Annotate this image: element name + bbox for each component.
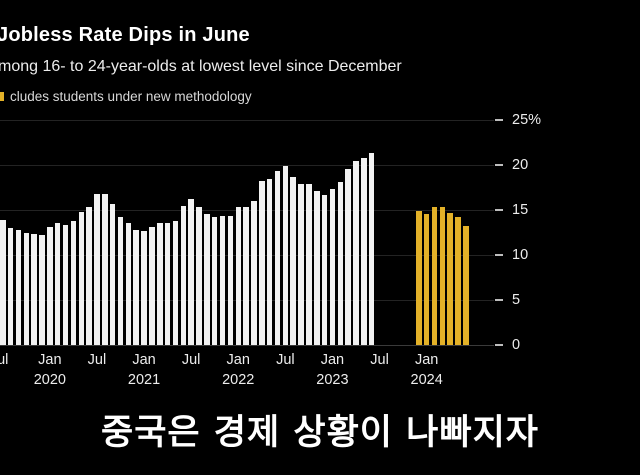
y-axis-label: 5 [512, 292, 521, 308]
gridline [0, 165, 494, 166]
korean-caption: 중국은 경제 상황이 나빠지자 [101, 413, 539, 453]
bar-jobless-rate-old-methodology [259, 181, 265, 345]
x-axis-label: Jan [414, 352, 439, 368]
bar-jobless-rate-old-methodology [251, 201, 257, 345]
x-axis-year-label: 2020 [33, 372, 66, 388]
bar-jobless-rate-old-methodology [314, 191, 320, 345]
bar-jobless-rate-new-methodology-excluding-students [463, 226, 469, 345]
chart-title: Jobless Rate Dips in June [0, 24, 250, 46]
bar-jobless-rate-new-methodology-excluding-students [416, 210, 422, 345]
bar-jobless-rate-old-methodology [329, 189, 336, 345]
bar-jobless-rate-old-methodology [306, 183, 312, 345]
bar-jobless-rate-old-methodology [266, 179, 273, 345]
bar-jobless-rate-old-methodology [196, 207, 202, 345]
bar-jobless-rate-old-methodology [39, 235, 45, 345]
y-axis-tick [495, 299, 503, 301]
bar-jobless-rate-old-methodology [70, 220, 77, 345]
bar-jobless-rate-old-methodology [94, 193, 100, 345]
bar-jobless-rate-old-methodology [125, 222, 132, 345]
x-axis: ul Jan 2020 Jul Jan 2021 Jul Jan 2022 Jul Jan 2023 J… [0, 348, 640, 394]
bar-chart-plot: 0 5 10 15 20 25% [0, 112, 640, 353]
bar-jobless-rate-old-methodology [109, 203, 116, 345]
bar-jobless-rate-old-methodology [298, 183, 304, 345]
bar-jobless-rate-old-methodology [86, 207, 92, 345]
x-axis-year-label: 2024 [410, 372, 443, 388]
y-axis-tick [495, 209, 503, 211]
chart-header: Jobless Rate Dips in June mong 16- to 24… [0, 24, 640, 104]
x-axis-year-label: 2023 [316, 372, 349, 388]
bar-jobless-rate-old-methodology [23, 233, 30, 345]
y-axis-label: 0 [512, 337, 521, 353]
bar-jobless-rate-old-methodology [353, 161, 359, 345]
bar-jobless-rate-old-methodology [345, 168, 351, 345]
bar-jobless-rate-old-methodology [172, 220, 179, 345]
x-axis-label: Jul [181, 352, 201, 368]
bar-jobless-rate-new-methodology-excluding-students [447, 212, 453, 345]
bar-jobless-rate-old-methodology [149, 227, 155, 345]
x-axis-label: ul [0, 352, 9, 368]
bar-jobless-rate-old-methodology [62, 225, 69, 345]
bar-jobless-rate-old-methodology [54, 222, 61, 345]
gridline [0, 345, 494, 346]
bar-jobless-rate-old-methodology [164, 222, 171, 345]
gridline [0, 120, 494, 121]
bar-jobless-rate-old-methodology [282, 165, 289, 345]
x-axis-label: Jul [87, 352, 107, 368]
bar-jobless-rate-old-methodology [243, 207, 249, 345]
bar-jobless-rate-old-methodology [78, 211, 84, 345]
bar-jobless-rate-old-methodology [141, 230, 147, 345]
legend-swatch-yellow-icon [0, 92, 4, 101]
bar-jobless-rate-new-methodology-excluding-students [455, 217, 461, 345]
bar-jobless-rate-old-methodology [211, 217, 218, 345]
bar-jobless-rate-old-methodology [180, 206, 187, 345]
bar-jobless-rate-old-methodology [0, 219, 6, 345]
bar-jobless-rate-old-methodology [15, 229, 22, 345]
y-axis-tick [495, 119, 503, 121]
legend: cludes students under new methodology [0, 89, 640, 104]
bar-jobless-rate-old-methodology [235, 207, 241, 345]
bar-jobless-rate-old-methodology [204, 213, 210, 345]
bar-jobless-rate-old-methodology [188, 199, 194, 345]
x-axis-label: Jan [226, 352, 250, 368]
y-axis-label: 15 [512, 202, 529, 218]
bar-jobless-rate-old-methodology [102, 193, 108, 345]
x-axis-label: Jan [320, 352, 345, 368]
bar-jobless-rate-new-methodology-excluding-students [423, 213, 430, 345]
bar-jobless-rate-old-methodology [361, 157, 367, 345]
bar-jobless-rate-new-methodology-excluding-students [439, 207, 446, 345]
bar-jobless-rate-old-methodology [274, 171, 281, 345]
bar-jobless-rate-old-methodology [337, 182, 344, 345]
bar-jobless-rate-old-methodology [31, 234, 37, 345]
chart-subtitle: mong 16- to 24-year-olds at lowest level… [0, 58, 402, 75]
bar-jobless-rate-old-methodology [133, 229, 139, 345]
y-axis-label: 10 [512, 247, 529, 263]
y-axis-tick [495, 164, 503, 166]
legend-label: cludes students under new methodology [10, 89, 252, 104]
x-axis-year-label: 2022 [222, 372, 255, 388]
bar-jobless-rate-old-methodology [227, 216, 234, 345]
bar-jobless-rate-new-methodology-excluding-students [431, 207, 438, 345]
x-axis-year-label: 2021 [127, 372, 161, 388]
x-axis-label: Jan [38, 352, 62, 368]
bar-jobless-rate-old-methodology [219, 216, 226, 345]
x-axis-label: Jan [132, 352, 156, 368]
bar-jobless-rate-old-methodology [321, 194, 328, 345]
x-axis-label: Jul [370, 352, 389, 368]
bar-jobless-rate-old-methodology [7, 228, 14, 345]
y-axis-label: 25% [512, 112, 542, 128]
x-axis-label: Jul [276, 352, 295, 368]
y-axis-label: 20 [512, 157, 529, 173]
bar-jobless-rate-old-methodology [157, 222, 163, 345]
bar-jobless-rate-old-methodology [47, 227, 53, 345]
bar-jobless-rate-old-methodology [290, 176, 296, 345]
y-axis-tick [495, 254, 503, 256]
bar-jobless-rate-old-methodology [117, 217, 124, 345]
y-axis-tick [495, 344, 503, 346]
bar-jobless-rate-old-methodology [368, 153, 375, 345]
